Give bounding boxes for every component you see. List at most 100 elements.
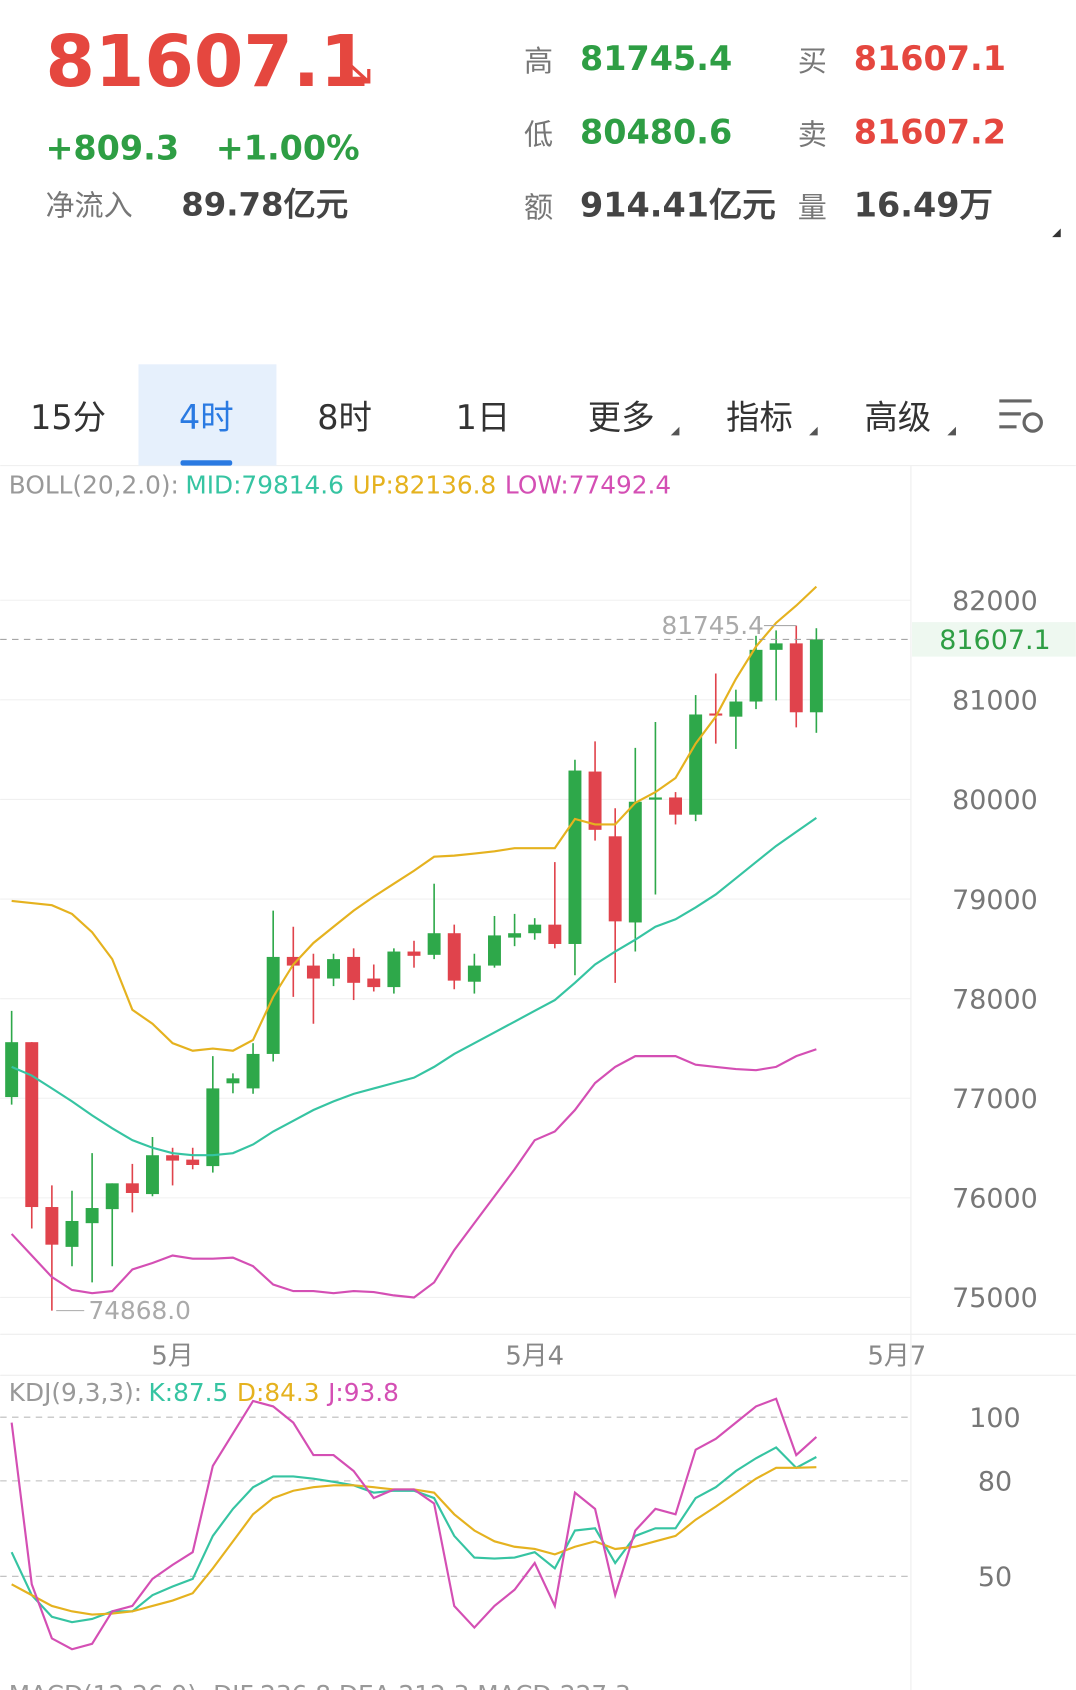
last-price-tag [911,622,1076,657]
candle-body [387,951,401,988]
tab-selected-bg [138,364,277,466]
candle-body [45,1207,59,1245]
x-tick-label: 5月7 [867,1342,926,1372]
y-tick-label: 50 [978,1562,1012,1593]
candle-body [407,951,421,956]
legend-entry: D:84.3 [237,1378,320,1407]
candle-body [749,649,763,702]
tab[interactable]: 15分 [30,398,106,437]
candle-body [226,1078,240,1084]
stat-value: 81745.4 [580,39,732,78]
x-tick-label: 5月4 [505,1342,564,1372]
tab-underline [180,460,233,466]
annotation-label: 81745.4 [661,611,763,640]
tab[interactable]: 4时 [179,398,234,437]
candle-body [608,836,622,922]
candle-body [65,1220,79,1247]
annotation-label: 74868.0 [89,1296,191,1325]
candle-body [628,801,642,923]
tab[interactable]: 指标 [726,398,793,437]
y-tick-label: 77000 [952,1084,1038,1115]
stat-value: 81607.2 [854,112,1006,151]
stat-label: 量 [798,191,827,225]
candle-body [467,965,481,982]
indicator-line [10,1048,817,1299]
candle-body [206,1088,220,1167]
stat-label: 买 [798,44,827,78]
candle-body [186,1159,200,1165]
legend-title: BOLL(20,2.0): [9,471,179,500]
stat-label: 低 [524,117,553,151]
candle-body [266,956,280,1054]
tab[interactable]: 高级 [864,398,931,437]
candle-body [729,701,743,717]
candle-body [85,1208,99,1224]
legend-entry: J:93.8 [326,1378,399,1407]
y-tick-label: 79000 [952,885,1038,916]
candle-body [246,1053,260,1089]
trend-arrow [343,59,371,84]
candle-body [809,639,823,713]
legend-title: KDJ(9,3,3): [9,1378,142,1407]
tab[interactable]: 8时 [317,398,372,437]
candle-body [166,1155,180,1161]
y-tick-label: 81000 [952,686,1038,717]
legend-entry: LOW:77492.4 [505,471,671,500]
dropdown-arrow [670,426,680,436]
legend-entry: MID:79814.6 [185,471,344,500]
candle-body [105,1183,119,1210]
legend-entry: K:87.5 [149,1378,229,1407]
last-price: 81607.1 [45,20,369,103]
candle-body [689,714,703,815]
candle-body [25,1042,39,1208]
y-tick-label: 80 [978,1467,1012,1498]
tab[interactable]: 1日 [456,398,511,437]
y-tick-label: 82000 [952,586,1038,617]
indicator-line [11,585,818,1052]
stat-value: 81607.1 [854,39,1006,78]
candle-body [548,924,562,944]
candle-body [427,933,441,955]
candle-body [508,933,522,938]
plot [10,1397,818,1651]
net-inflow-label: 净流入 [45,189,132,223]
tab[interactable]: 更多 [588,398,655,437]
change-pct: +1.00% [216,129,360,168]
candle-body [5,1042,19,1098]
candle-body [306,965,320,979]
candle-body [327,959,340,979]
y-tick-label: 78000 [952,984,1038,1015]
candle-body [648,797,662,800]
candle-body [367,978,381,988]
stat-value: 80480.6 [580,112,732,151]
stat-label: 卖 [798,117,827,151]
stat-label: 额 [524,191,553,225]
stat-value: 914.41亿元 [580,186,776,225]
y-tick-label: 100 [969,1403,1020,1434]
candle-body [669,797,683,815]
indicator-legend: BOLL(20,2.0): MID:79814.6 UP:82136.8 LOW:77… [9,471,671,500]
candle-body [286,956,300,966]
settings-icon[interactable] [999,399,1043,433]
net-inflow: 89.78亿元 [181,186,348,224]
candle-body [528,924,542,934]
stat-label: 高 [524,44,553,78]
indicator-legend: KDJ(9,3,3): K:87.5 D:84.3 J:93.8 [9,1378,399,1407]
macd-legend: MACD(12,26,9): DIF:236.8 DEA:212.3 MACD:… [9,1680,631,1690]
y-tick-label: 76000 [952,1184,1038,1215]
candle-body [488,935,501,966]
indicator-line [11,817,817,1157]
candle-body [769,643,783,650]
candle-body [789,643,803,713]
y-tick-label: 75000 [952,1283,1038,1314]
change: +809.3 [45,129,179,168]
candle-body [568,770,582,944]
plot [5,585,823,1311]
x-tick-label: 5月 [151,1342,193,1372]
indicator-line [10,1397,818,1651]
stat-value: 16.49万 [854,186,993,225]
candle-body [125,1183,139,1193]
dropdown-arrow [947,426,956,436]
